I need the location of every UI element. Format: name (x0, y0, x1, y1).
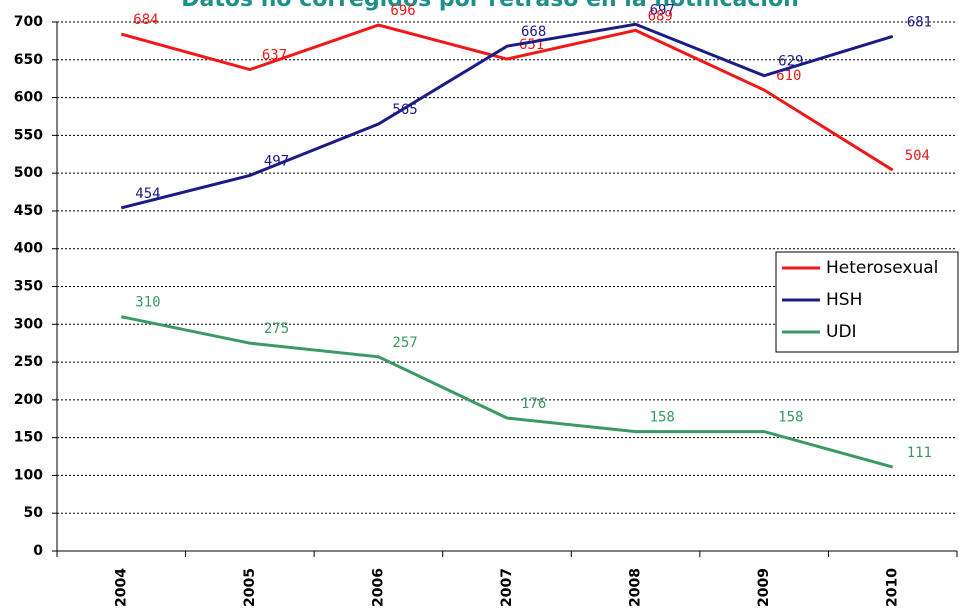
data-label: 158 (650, 410, 675, 426)
data-line (120, 22, 894, 210)
data-label: 275 (264, 321, 289, 337)
y-tick-label: 300 (14, 316, 43, 332)
y-tick-label: 350 (14, 279, 43, 295)
x-tick-label: 2009 (756, 568, 772, 607)
y-tick-label: 400 (14, 241, 43, 257)
y-tick-label: 0 (33, 543, 43, 559)
data-label: 668 (521, 24, 546, 40)
data-label: 696 (390, 3, 415, 19)
data-label: 565 (392, 102, 417, 118)
y-tick-label: 650 (14, 52, 43, 68)
y-tick-label: 250 (14, 354, 43, 370)
data-label: 684 (133, 12, 158, 28)
data-label: 257 (392, 335, 417, 351)
chart-title: Datos no corregidos por retraso en la no… (181, 0, 799, 12)
x-tick-label: 2006 (370, 568, 386, 607)
data-label: 697 (650, 2, 675, 18)
data-label: 497 (264, 153, 289, 169)
data-label: 637 (262, 48, 287, 64)
data-label: 111 (907, 445, 932, 461)
data-label: 176 (521, 396, 546, 412)
data-label: 454 (135, 186, 160, 202)
data-label: 158 (778, 410, 803, 426)
data-label: 504 (905, 148, 930, 164)
x-tick-label: 2005 (242, 568, 258, 607)
x-tick-label: 2004 (113, 568, 129, 607)
data-line (120, 23, 894, 172)
data-label: 610 (776, 68, 801, 84)
data-label: 681 (907, 14, 932, 30)
legend-label: Heterosexual (826, 258, 938, 278)
data-label: 310 (135, 295, 160, 311)
y-tick-label: 450 (14, 203, 43, 219)
y-tick-label: 100 (14, 467, 43, 483)
x-tick-label: 2010 (885, 568, 901, 607)
x-tick-label: 2007 (499, 568, 515, 607)
x-tick-label: 2008 (628, 568, 644, 607)
y-tick-label: 50 (24, 505, 44, 521)
y-tick-label: 500 (14, 165, 43, 181)
data-label: 689 (648, 8, 673, 24)
legend-label: HSH (826, 290, 862, 310)
data-line (120, 315, 894, 469)
y-tick-label: 600 (14, 90, 43, 106)
legend-label: UDI (826, 322, 857, 342)
y-tick-label: 200 (14, 392, 43, 408)
y-tick-label: 700 (14, 14, 43, 30)
y-tick-label: 150 (14, 430, 43, 446)
y-tick-label: 550 (14, 127, 43, 143)
data-label: 629 (778, 54, 803, 70)
